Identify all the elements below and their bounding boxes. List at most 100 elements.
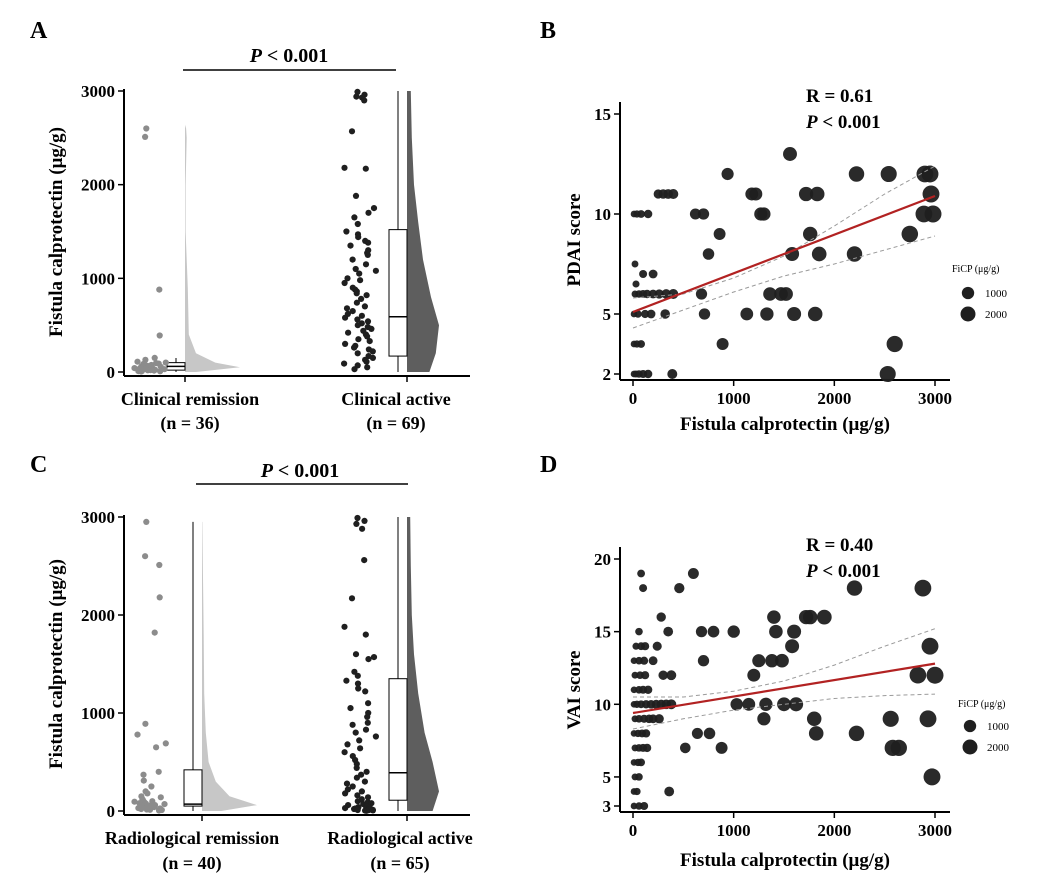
- y-axis-label-b: PDAI score: [564, 193, 585, 286]
- y-tick-label-d-0: 3: [603, 797, 612, 816]
- y-ticks-c: 0 1000 2000 3000: [81, 508, 124, 821]
- y-tick-label-a-1: 1000: [81, 269, 115, 288]
- data-point-a-2-10: [365, 209, 372, 216]
- scatter-point-d-64: [715, 741, 728, 754]
- y-tick-label-a-0: 0: [107, 363, 116, 382]
- data-point-a-2-52: [364, 333, 371, 340]
- data-point-c-1-2: [156, 561, 163, 569]
- data-point-c-2-14: [354, 680, 362, 687]
- scatter-point-d-93: [921, 637, 939, 655]
- scatter-point-d-35: [643, 685, 653, 695]
- data-point-a-1-0: [143, 125, 150, 132]
- data-point-c-2-29: [341, 749, 348, 756]
- data-point-c-2-36: [353, 774, 360, 781]
- box-c-2: [388, 678, 408, 801]
- scatter-point-b-64: [901, 225, 919, 243]
- scatter-point-b-54: [798, 186, 814, 202]
- correlation-r-b: R = 0.61: [806, 86, 873, 107]
- plot-area-b: 2 5 10 15 0 1000 2000 3000: [594, 102, 952, 408]
- scatter-point-d-89: [890, 739, 907, 757]
- data-point-a-2-2: [353, 93, 360, 100]
- y-tick-label-b-1: 5: [603, 305, 612, 324]
- data-point-a-2-8: [352, 192, 360, 199]
- p-value-c: P < 0.001: [260, 460, 340, 482]
- scatter-point-b-30: [643, 209, 653, 219]
- data-point-a-1-7: [162, 359, 169, 366]
- data-point-c-1-25: [161, 801, 168, 808]
- scatter-point-d-94: [923, 768, 941, 786]
- scatter-point-d-68: [747, 668, 761, 682]
- confidence-band-lower-d: [632, 693, 936, 730]
- category-label-c-1: Radiological remission: [105, 828, 279, 848]
- data-point-c-1-14: [144, 790, 151, 797]
- y-tick-label-a-2: 2000: [81, 176, 115, 195]
- data-point-c-2-16: [362, 688, 369, 695]
- data-point-a-2-50: [345, 329, 352, 336]
- scatter-point-d-49: [637, 569, 645, 578]
- scatter-point-d-17: [641, 729, 651, 738]
- x-tick-label-b-2: 2000: [817, 389, 851, 408]
- category-n-c-1: (n = 40): [162, 853, 221, 874]
- scatter-point-d-41: [640, 656, 649, 665]
- scatter-point-b-61: [880, 165, 897, 183]
- scatter-point-b-24: [639, 270, 648, 278]
- scatter-point-b-13: [660, 309, 670, 319]
- scatter-point-d-13: [642, 743, 652, 753]
- x-tick-label-b-1: 1000: [717, 389, 751, 408]
- scatter-point-b-34: [668, 188, 679, 200]
- panel-letter-a: A: [30, 18, 48, 44]
- data-point-c-2-18: [347, 705, 354, 712]
- data-point-c-2-60: [354, 806, 361, 814]
- data-point-c-2-42: [342, 790, 349, 797]
- scatter-point-d-75: [775, 653, 789, 668]
- data-point-a-2-12: [354, 220, 361, 228]
- data-point-a-2-44: [364, 318, 372, 325]
- scatter-point-d-79: [789, 697, 804, 712]
- scatter-point-d-87: [882, 710, 899, 727]
- box-a-2: [388, 229, 408, 357]
- violin-c-2: [407, 517, 439, 811]
- scatter-point-b-63: [886, 335, 903, 353]
- data-point-c-2-21: [364, 719, 371, 726]
- scatter-point-b-25: [648, 269, 658, 279]
- scatter-point-d-45: [652, 641, 662, 651]
- data-point-c-2-55: [342, 805, 349, 812]
- y-axis-label-d: VAI score: [564, 651, 585, 730]
- scatter-point-b-20: [661, 289, 672, 299]
- data-point-a-2-18: [347, 242, 354, 249]
- data-point-a-1-35: [138, 368, 145, 375]
- y-tick-label-d-4: 20: [594, 550, 611, 569]
- scatter-point-b-29: [637, 210, 645, 218]
- scatter-point-b-26: [631, 260, 639, 268]
- legend-marker-b-1000: [961, 286, 975, 300]
- legend-item-d-1000: 1000: [987, 721, 1010, 733]
- data-point-c-1-35: [138, 805, 145, 813]
- data-point-c-2-9: [370, 654, 378, 661]
- scatter-point-b-59: [846, 246, 863, 262]
- data-point-c-2-8: [352, 651, 360, 658]
- panel-c: C P < 0.001 Fistula calprotectin (μg/g) …: [30, 452, 473, 874]
- data-point-a-2-6: [341, 164, 348, 171]
- data-point-c-1-4: [151, 629, 158, 636]
- scatter-point-d-44: [641, 642, 650, 651]
- data-point-a-1-2: [156, 286, 163, 293]
- data-point-a-2-42: [342, 314, 349, 321]
- scatter-point-d-66: [730, 698, 743, 711]
- data-point-c-2-22: [349, 721, 356, 728]
- data-point-c-2-37: [361, 778, 368, 785]
- data-point-a-2-62: [369, 354, 376, 361]
- data-point-c-2-1: [361, 517, 368, 525]
- size-legend-b: FiCP (μg/g) 1000 2000: [952, 264, 1008, 322]
- scatter-point-b-23: [632, 280, 640, 288]
- category-label-a-1: Clinical remission: [121, 389, 259, 409]
- data-point-a-2-7: [362, 165, 369, 172]
- scatter-point-d-55: [666, 670, 677, 681]
- data-point-a-2-29: [341, 279, 348, 287]
- data-point-a-2-55: [342, 340, 349, 347]
- x-tick-label-d-3: 3000: [918, 821, 952, 840]
- y-tick-label-c-0: 0: [107, 802, 116, 821]
- scatter-point-d-81: [802, 609, 818, 625]
- data-point-c-1-9: [155, 768, 162, 775]
- plot-area-d: 3 5 10 15 20 0 1000 2000 3000: [594, 547, 952, 840]
- scatter-point-d-76: [777, 697, 791, 712]
